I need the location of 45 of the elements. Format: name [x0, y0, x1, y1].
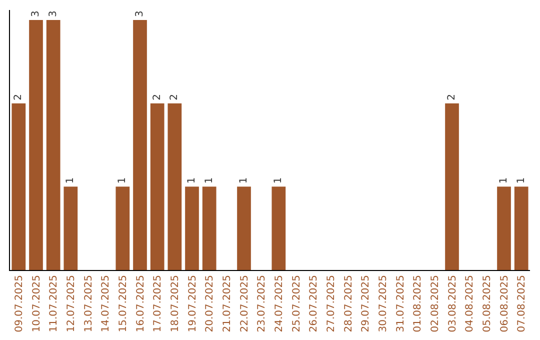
x-tick-label: 11.07.2025	[48, 275, 60, 332]
x-tick-label: 01.08.2025	[412, 275, 424, 332]
x-tick-label: 05.08.2025	[482, 275, 493, 332]
x-tick-label: 13.07.2025	[83, 275, 94, 332]
data-label: 1	[186, 177, 198, 184]
x-tick-label: 14.07.2025	[100, 275, 112, 332]
x-tick-label: 24.07.2025	[274, 275, 285, 332]
x-tick-label: 10.07.2025	[31, 275, 42, 332]
x-tick-label: 12.07.2025	[66, 275, 77, 332]
data-label: 1	[498, 177, 510, 184]
x-tick-label: 26.07.2025	[308, 275, 320, 332]
x-tick-label: 17.07.2025	[152, 275, 164, 332]
data-label: 3	[30, 10, 42, 17]
data-label: 1	[273, 177, 284, 184]
x-tick-label: 29.07.2025	[360, 275, 372, 332]
x-tick-label: 27.07.2025	[326, 275, 337, 332]
x-tick-label: 02.08.2025	[430, 275, 441, 332]
data-label: 1	[204, 177, 215, 184]
x-tick-label: 25.07.2025	[291, 275, 302, 332]
x-tick-label: 04.08.2025	[464, 275, 476, 332]
x-tick-label: 23.07.2025	[256, 275, 268, 332]
x-tick-label: 18.07.2025	[170, 275, 181, 332]
x-tick-label: 15.07.2025	[118, 275, 129, 332]
data-label: 2	[446, 94, 458, 100]
x-tick-label: 03.08.2025	[447, 275, 458, 332]
x-tick-label: 31.07.2025	[395, 275, 406, 332]
data-label: 1	[238, 177, 250, 184]
data-label: 2	[152, 94, 163, 100]
data-label: 2	[13, 94, 24, 100]
x-tick-label: 16.07.2025	[135, 275, 146, 332]
x-tick-label: 06.08.2025	[499, 275, 510, 332]
x-tick-label: 30.07.2025	[378, 275, 389, 332]
data-label: 1	[516, 177, 527, 184]
data-label: 1	[65, 177, 76, 184]
x-tick-label: 22.07.2025	[239, 275, 250, 332]
x-tick-label: 28.07.2025	[343, 275, 354, 332]
data-label: 3	[48, 10, 59, 17]
x-tick-label: 21.07.2025	[222, 275, 233, 332]
data-label: 3	[134, 10, 146, 17]
data-label: 1	[117, 177, 128, 184]
data-label: 2	[169, 94, 180, 100]
x-tick-label: 20.07.2025	[204, 275, 216, 332]
x-tick-label: 09.07.2025	[14, 275, 25, 332]
x-tick-label: 07.08.2025	[516, 275, 528, 332]
x-tick-label: 19.07.2025	[187, 275, 198, 332]
